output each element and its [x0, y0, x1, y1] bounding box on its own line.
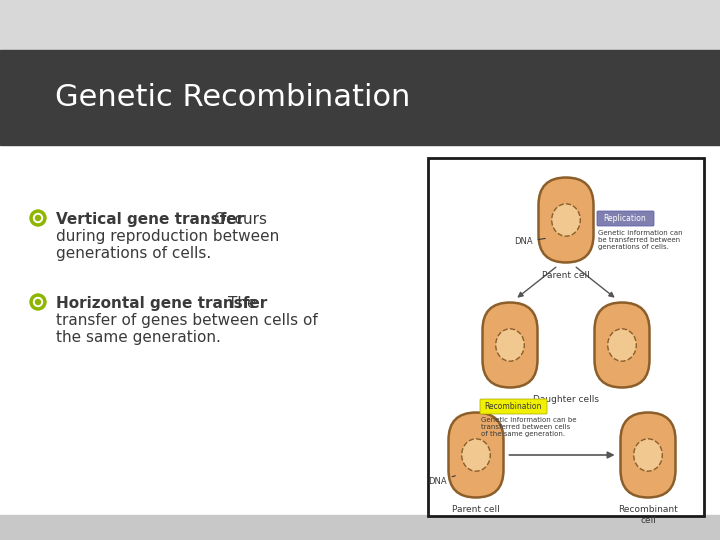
- FancyBboxPatch shape: [482, 302, 538, 388]
- FancyBboxPatch shape: [597, 211, 654, 226]
- Text: Horizontal gene transfer: Horizontal gene transfer: [56, 296, 267, 311]
- Bar: [0, 0, 720, 50]
- FancyBboxPatch shape: [595, 302, 649, 388]
- Text: generations of cells.: generations of cells.: [56, 246, 211, 261]
- Circle shape: [35, 215, 40, 220]
- Text: Daughter cells: Daughter cells: [533, 395, 599, 404]
- Ellipse shape: [608, 329, 636, 361]
- Text: during reproduction between: during reproduction between: [56, 229, 279, 244]
- Circle shape: [34, 213, 42, 222]
- Bar: [428, 158, 704, 516]
- Bar: [0, 145, 720, 515]
- FancyBboxPatch shape: [480, 399, 547, 414]
- Text: Parent cell: Parent cell: [452, 505, 500, 515]
- Text: Replication: Replication: [603, 214, 647, 223]
- Ellipse shape: [462, 439, 490, 471]
- Text: the same generation.: the same generation.: [56, 330, 221, 345]
- Circle shape: [30, 210, 46, 226]
- Circle shape: [34, 298, 42, 307]
- Text: DNA: DNA: [428, 476, 455, 485]
- Text: Parent cell: Parent cell: [542, 271, 590, 280]
- Ellipse shape: [634, 439, 662, 471]
- FancyBboxPatch shape: [621, 413, 675, 497]
- Text: DNA: DNA: [514, 238, 545, 246]
- Text: : The: : The: [218, 296, 256, 311]
- Text: Vertical gene transfer: Vertical gene transfer: [56, 212, 244, 227]
- FancyBboxPatch shape: [449, 413, 503, 497]
- Circle shape: [30, 294, 46, 310]
- Text: Recombinant
cell: Recombinant cell: [618, 505, 678, 525]
- Text: Genetic Recombination: Genetic Recombination: [55, 83, 410, 111]
- Text: Genetic information can be
transferred between cells
of the same generation.: Genetic information can be transferred b…: [481, 417, 577, 437]
- Text: transfer of genes between cells of: transfer of genes between cells of: [56, 313, 318, 328]
- Text: Recombination: Recombination: [485, 402, 541, 411]
- Text: Genetic information can
be transferred between
generations of cells.: Genetic information can be transferred b…: [598, 230, 683, 250]
- FancyBboxPatch shape: [539, 178, 593, 262]
- Text: : Occurs: : Occurs: [204, 212, 267, 227]
- Ellipse shape: [495, 329, 524, 361]
- Bar: [0, 515, 720, 540]
- Bar: [0, 50, 720, 145]
- Ellipse shape: [552, 204, 580, 236]
- Circle shape: [35, 300, 40, 305]
